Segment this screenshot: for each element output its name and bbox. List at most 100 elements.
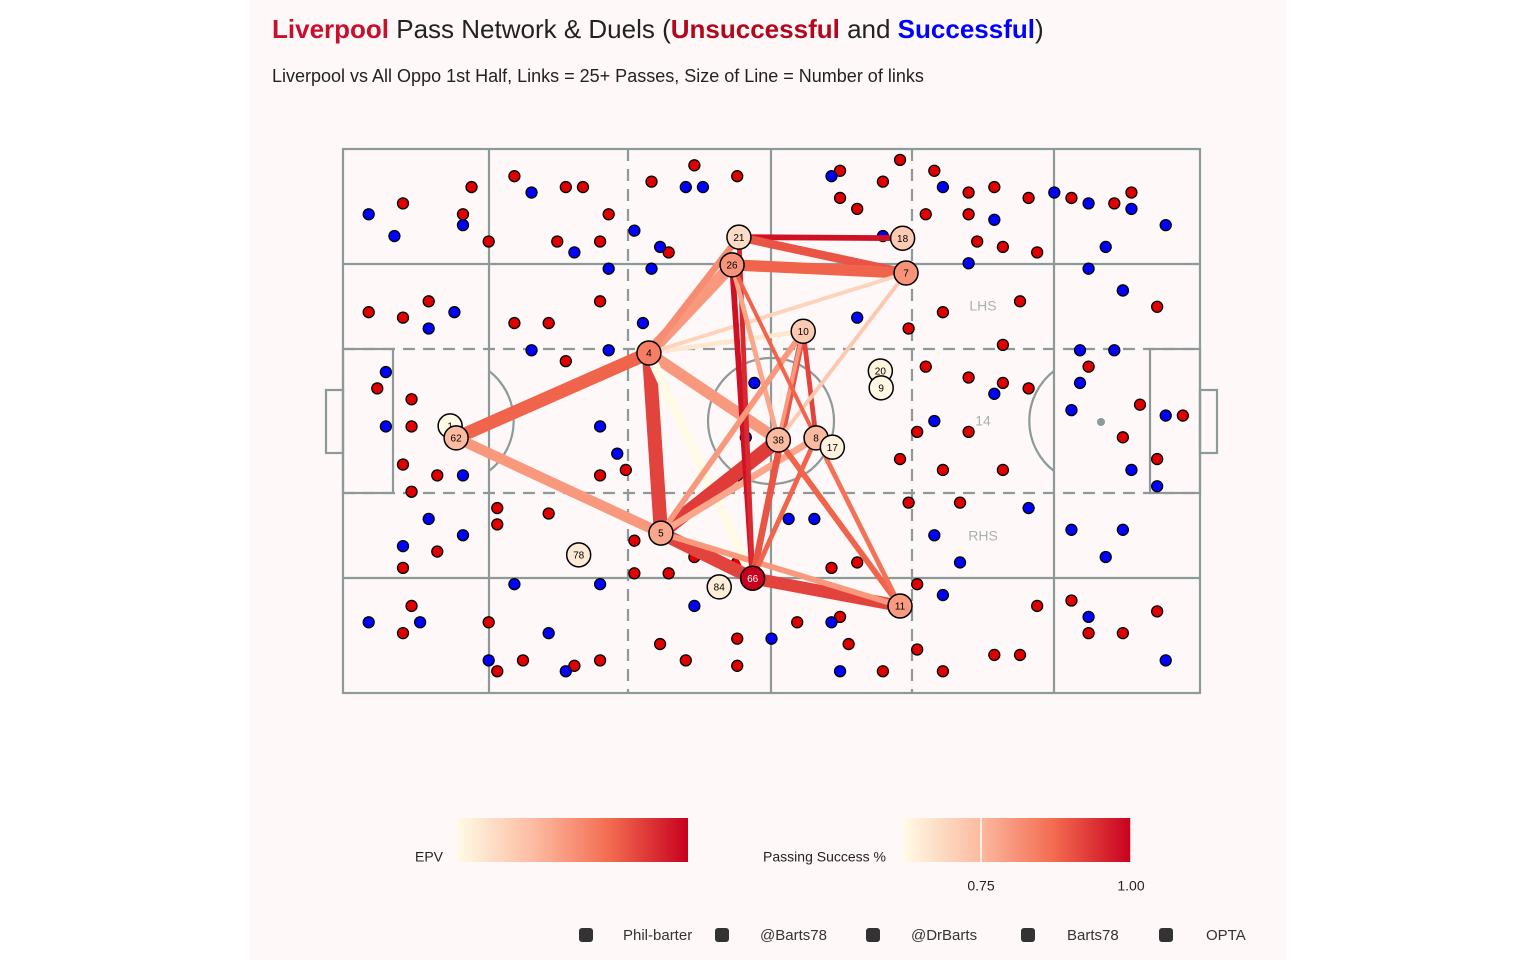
title-part: ) <box>1035 14 1044 44</box>
duel-point <box>1116 523 1130 536</box>
legend-tick-label: 0.75 <box>967 878 994 894</box>
pass-link <box>730 264 818 439</box>
duel-point <box>1073 376 1087 390</box>
duel-point <box>379 420 393 433</box>
pass-link <box>453 346 652 444</box>
player-node <box>765 427 792 453</box>
duel-point <box>602 344 615 357</box>
duel-point <box>1022 501 1035 515</box>
duel-point <box>1022 191 1035 205</box>
duel-point <box>1108 197 1121 210</box>
duel-point <box>662 246 675 259</box>
duel-point <box>542 507 555 520</box>
zone-label: RHS <box>968 528 998 544</box>
duel-point <box>962 257 975 270</box>
player-node <box>819 434 846 460</box>
player-label: 78 <box>573 550 585 561</box>
duel-point <box>542 627 555 640</box>
duel-point <box>962 425 975 439</box>
duel-point <box>936 665 950 678</box>
duel-point <box>825 170 838 183</box>
duel-point <box>1125 463 1138 477</box>
duel-point <box>405 485 418 498</box>
duel-point <box>593 654 607 667</box>
duel-point <box>1031 599 1044 613</box>
duel-point <box>1048 186 1061 199</box>
duel-point <box>1151 605 1164 618</box>
zone-label: 14 <box>975 413 991 429</box>
player-label: 5 <box>658 529 664 540</box>
pass-link <box>729 264 781 441</box>
title-part: Successful <box>898 14 1035 44</box>
duel-point <box>422 512 435 526</box>
duel-point <box>465 180 478 194</box>
footer-text: OPTA <box>1206 927 1246 944</box>
duel-point <box>593 469 607 482</box>
zone-label: LHS <box>969 298 996 314</box>
duel-point <box>431 469 444 482</box>
duel-point <box>628 534 641 547</box>
duel-point <box>731 632 744 645</box>
duel-point <box>508 316 521 330</box>
player-node <box>719 252 745 278</box>
duel-point <box>593 578 607 591</box>
duel-point <box>628 567 641 580</box>
pass-link <box>731 259 907 279</box>
duel-point <box>568 659 581 672</box>
duel-point <box>653 637 667 651</box>
duel-point <box>696 180 710 194</box>
duel-point <box>928 164 941 177</box>
footer-icon <box>715 928 729 942</box>
duel-point <box>362 306 375 319</box>
duel-point <box>953 556 967 569</box>
player-node <box>739 565 766 591</box>
duel-point <box>611 447 624 460</box>
duel-point <box>1159 409 1172 422</box>
duel-point <box>1151 300 1164 313</box>
duel-point <box>645 175 658 188</box>
pass-link <box>453 433 664 538</box>
duel-point <box>1073 344 1087 357</box>
duel-point <box>679 654 692 667</box>
duel-point <box>996 376 1010 390</box>
duel-point <box>413 616 427 629</box>
duel-point <box>1116 284 1130 297</box>
duel-point <box>542 316 555 330</box>
duel-point <box>1013 295 1027 308</box>
duel-point <box>422 322 435 335</box>
duel-point <box>833 191 847 205</box>
duel-point <box>825 616 838 629</box>
duel-point <box>1099 550 1112 564</box>
footer-icon <box>866 928 880 942</box>
duel-point <box>662 567 675 580</box>
duel-point <box>1022 382 1035 395</box>
duel-point <box>388 229 401 243</box>
player-node <box>443 425 469 451</box>
title-part: Unsuccessful <box>671 14 840 44</box>
player-label: 4 <box>646 349 652 360</box>
player-label: 84 <box>714 583 726 594</box>
duel-point <box>508 578 521 591</box>
duel-point <box>405 599 418 613</box>
duel-point <box>893 452 907 466</box>
duel-point <box>962 186 975 199</box>
duel-point <box>851 556 864 569</box>
duel-point <box>936 463 950 477</box>
duel-point <box>765 632 778 645</box>
pass-link <box>776 438 903 608</box>
duel-point <box>396 458 410 471</box>
duel-point <box>448 306 461 319</box>
duel-point <box>936 180 950 194</box>
duel-point <box>456 208 470 221</box>
duel-point <box>996 463 1010 477</box>
player-node <box>887 593 913 619</box>
duel-point <box>953 496 967 509</box>
duel-point <box>936 306 950 319</box>
player-node <box>893 260 919 286</box>
duel-point <box>559 355 572 368</box>
pass-link <box>738 234 903 242</box>
player-node <box>726 224 752 250</box>
duel-point <box>1159 654 1172 667</box>
duel-point <box>688 159 701 172</box>
